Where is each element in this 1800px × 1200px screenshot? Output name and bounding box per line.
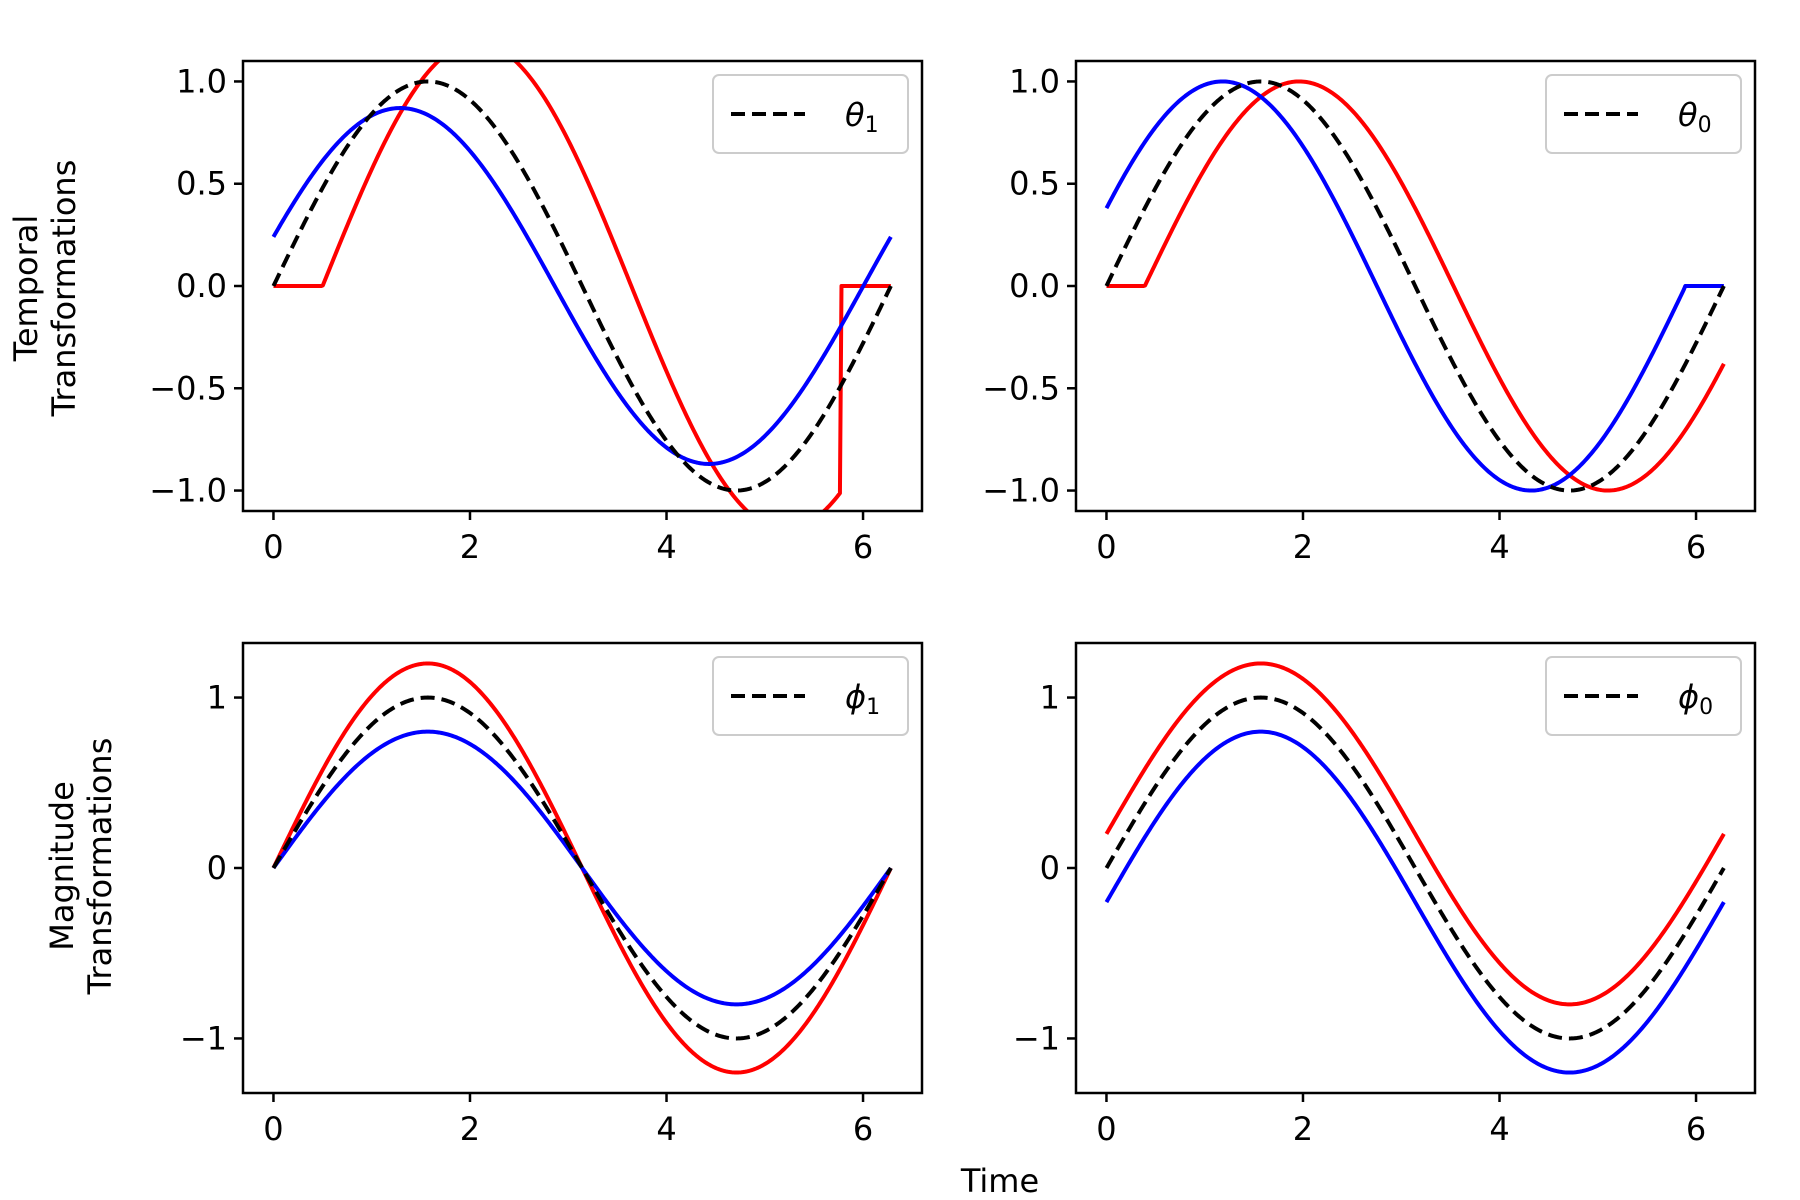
x-tick-label: 2 bbox=[1293, 528, 1313, 566]
y-tick-label: 0.0 bbox=[176, 267, 227, 305]
series-group bbox=[271, 61, 893, 511]
subplot-bottom-right: 0 2 4 6 −1 0 1 ϕ0 bbox=[1013, 641, 1757, 1148]
legend-box bbox=[1545, 656, 1742, 736]
x-tick-label: 6 bbox=[853, 1110, 873, 1148]
x-tick-label: 2 bbox=[460, 528, 480, 566]
legend-box bbox=[1545, 74, 1742, 154]
y-tick-label: 0.0 bbox=[1009, 267, 1060, 305]
y-tick-label: 1.0 bbox=[1009, 62, 1060, 100]
x-axis-label: Time bbox=[960, 1162, 1039, 1200]
y-tick-label: 0 bbox=[207, 849, 227, 887]
x-tick-label: 6 bbox=[1686, 1110, 1706, 1148]
series-line-lower bbox=[1104, 79, 1725, 493]
series-line-reference bbox=[1104, 79, 1726, 493]
row-label-magnitude-line2: Transformations bbox=[81, 738, 119, 996]
series-line-lower bbox=[1104, 729, 1726, 1075]
y-tick-label: −1.0 bbox=[149, 472, 227, 510]
series-line-reference bbox=[271, 79, 893, 493]
y-tick-label: −0.5 bbox=[982, 369, 1060, 407]
series-line-upper bbox=[1106, 79, 1726, 493]
y-tick-label: 0 bbox=[1040, 849, 1060, 887]
y-tick-label: 0.5 bbox=[176, 165, 227, 203]
x-tick-label: 4 bbox=[656, 528, 676, 566]
series-group bbox=[271, 661, 893, 1075]
x-tick-label: 0 bbox=[1096, 528, 1116, 566]
y-tick-label: 1 bbox=[207, 679, 227, 717]
series-line-reference bbox=[1104, 695, 1726, 1041]
series-line-lower bbox=[271, 106, 893, 466]
x-tick-label: 0 bbox=[263, 1110, 283, 1148]
x-tick-label: 0 bbox=[1096, 1110, 1116, 1148]
subplot-grid: 0 2 4 6 −1.0 −0.5 0.0 0.5 1.0 θ1 0 2 4 6 −1.0 −0.5 0.0 0.… bbox=[149, 59, 1757, 1148]
series-line-upper bbox=[273, 61, 892, 511]
legend: ϕ1 bbox=[712, 656, 909, 736]
y-tick-label: −0.5 bbox=[149, 369, 227, 407]
y-tick-label: 1.0 bbox=[176, 62, 227, 100]
row-label-temporal-line2: Transformations bbox=[45, 160, 83, 418]
x-tick-label: 4 bbox=[1489, 1110, 1509, 1148]
series-line-upper bbox=[1104, 661, 1726, 1007]
legend-box bbox=[712, 656, 909, 736]
subplot-bottom-left: 0 2 4 6 −1 0 1 ϕ1 bbox=[180, 641, 924, 1148]
x-tick-label: 2 bbox=[460, 1110, 480, 1148]
legend: ϕ0 bbox=[1545, 656, 1742, 736]
y-tick-label: −1.0 bbox=[982, 472, 1060, 510]
x-tick-label: 2 bbox=[1293, 1110, 1313, 1148]
row-label-magnitude-line1: Magnitude bbox=[43, 781, 81, 951]
series-group bbox=[1104, 79, 1726, 493]
legend: θ1 bbox=[712, 74, 909, 154]
legend-box bbox=[712, 74, 909, 154]
legend-label: θ1 bbox=[845, 96, 879, 138]
legend-label: θ0 bbox=[1678, 96, 1712, 138]
y-tick-label: 1 bbox=[1040, 679, 1060, 717]
series-line-reference bbox=[271, 695, 893, 1041]
x-tick-label: 0 bbox=[263, 528, 283, 566]
row-label-temporal-line1: Temporal bbox=[7, 215, 45, 363]
subplot-top-left: 0 2 4 6 −1.0 −0.5 0.0 0.5 1.0 θ1 bbox=[149, 59, 924, 566]
legend-label: ϕ1 bbox=[845, 678, 880, 720]
y-tick-label: 0.5 bbox=[1009, 165, 1060, 203]
y-tick-label: −1 bbox=[180, 1019, 227, 1057]
legend: θ0 bbox=[1545, 74, 1742, 154]
x-tick-label: 4 bbox=[656, 1110, 676, 1148]
subplot-top-right: 0 2 4 6 −1.0 −0.5 0.0 0.5 1.0 θ0 bbox=[982, 59, 1757, 566]
x-tick-label: 6 bbox=[853, 528, 873, 566]
y-tick-label: −1 bbox=[1013, 1019, 1060, 1057]
series-group bbox=[1104, 661, 1726, 1075]
x-tick-label: 4 bbox=[1489, 528, 1509, 566]
x-tick-label: 6 bbox=[1686, 528, 1706, 566]
legend-label: ϕ0 bbox=[1678, 678, 1713, 720]
series-line-lower bbox=[271, 729, 893, 1007]
